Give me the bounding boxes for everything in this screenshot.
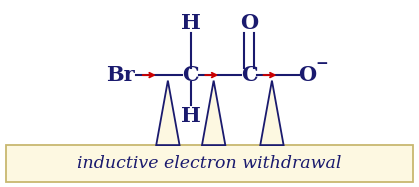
Text: H: H [181,13,201,33]
Text: H: H [181,106,201,126]
Text: O: O [240,13,258,33]
Text: O: O [298,65,316,85]
Polygon shape [156,81,179,145]
Polygon shape [260,81,284,145]
Text: −: − [316,57,328,71]
Text: C: C [241,65,257,85]
Text: C: C [182,65,199,85]
Polygon shape [202,81,225,145]
FancyBboxPatch shape [5,145,414,182]
Text: inductive electron withdrawal: inductive electron withdrawal [78,155,341,172]
Text: Br: Br [106,65,134,85]
